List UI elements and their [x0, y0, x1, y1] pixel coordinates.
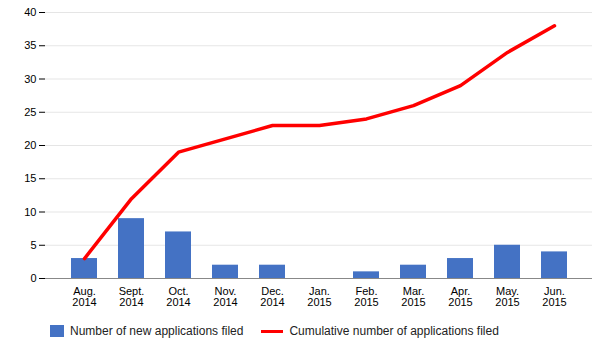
- svg-text:15: 15: [24, 172, 36, 184]
- html-text:Cumulative number of applicati: Cumulative number of applications filed: [289, 324, 499, 338]
- svg-text:Oct.2014: Oct.2014: [166, 285, 190, 308]
- svg-text:Jun.2015: Jun.2015: [542, 285, 566, 308]
- svg-text:Apr.2015: Apr.2015: [448, 285, 472, 308]
- svg-text:Mar.2015: Mar.2015: [401, 285, 425, 308]
- svg-text:10: 10: [24, 206, 36, 218]
- svg-text:Nov.2014: Nov.2014: [213, 285, 237, 308]
- svg-text:30: 30: [24, 73, 36, 85]
- svg-text:Jan.2015: Jan.2015: [307, 285, 331, 308]
- svg-text:35: 35: [24, 39, 36, 51]
- svg-text:Sept.2014: Sept.2014: [119, 285, 145, 308]
- svg-text:Aug.2014: Aug.2014: [72, 285, 96, 308]
- svg-text:5: 5: [30, 239, 36, 251]
- svg-text:Dec.2014: Dec.2014: [260, 285, 284, 308]
- svg-text:40: 40: [24, 6, 36, 18]
- svg-text:20: 20: [24, 139, 36, 151]
- svg-text:0: 0: [30, 272, 36, 284]
- svg-text:25: 25: [24, 106, 36, 118]
- svg-text:Feb.2015: Feb.2015: [354, 285, 378, 308]
- html-text:Number of new applications fil: Number of new applications filed: [70, 324, 244, 338]
- svg-text:May.2015: May.2015: [495, 285, 519, 308]
